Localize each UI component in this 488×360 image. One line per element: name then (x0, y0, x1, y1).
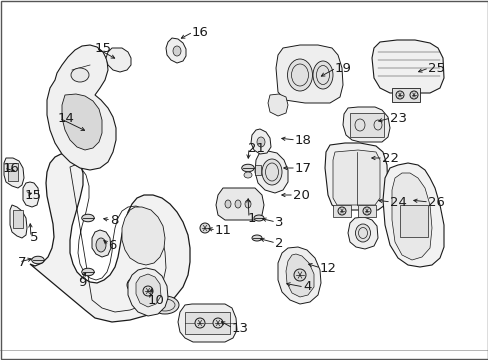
Ellipse shape (409, 91, 417, 99)
Text: 15: 15 (25, 189, 42, 202)
Ellipse shape (81, 214, 94, 222)
Ellipse shape (262, 159, 282, 185)
Text: 13: 13 (231, 321, 248, 334)
Polygon shape (285, 254, 313, 297)
Polygon shape (216, 188, 264, 220)
Text: 25: 25 (427, 62, 444, 75)
Polygon shape (122, 207, 164, 265)
Text: 10: 10 (148, 293, 164, 306)
Bar (357, 205, 375, 217)
Ellipse shape (127, 275, 159, 295)
Polygon shape (254, 151, 287, 193)
Ellipse shape (257, 137, 264, 147)
Text: 11: 11 (215, 224, 231, 237)
Text: 16: 16 (3, 162, 20, 175)
Ellipse shape (142, 286, 153, 296)
Ellipse shape (200, 223, 209, 233)
Ellipse shape (213, 318, 223, 328)
Text: 19: 19 (334, 62, 351, 75)
Text: 15: 15 (95, 41, 112, 54)
Ellipse shape (312, 61, 332, 89)
Ellipse shape (395, 91, 403, 99)
Ellipse shape (355, 224, 370, 242)
Ellipse shape (253, 215, 264, 221)
Text: 5: 5 (30, 230, 39, 243)
Polygon shape (382, 163, 443, 267)
Bar (399, 205, 427, 237)
Polygon shape (136, 274, 161, 307)
Polygon shape (267, 94, 287, 116)
Ellipse shape (235, 200, 241, 208)
Polygon shape (128, 268, 168, 316)
Bar (349, 113, 383, 137)
Bar (13, 210, 23, 228)
Text: 26: 26 (427, 195, 444, 208)
Polygon shape (47, 45, 116, 170)
Bar (184, 312, 229, 334)
Text: 18: 18 (294, 134, 311, 147)
Ellipse shape (195, 318, 204, 328)
Polygon shape (30, 154, 190, 322)
Ellipse shape (244, 200, 250, 208)
Text: 22: 22 (381, 152, 398, 165)
Polygon shape (332, 150, 379, 205)
Text: 20: 20 (292, 189, 309, 202)
Ellipse shape (362, 207, 370, 215)
Polygon shape (275, 45, 342, 103)
Text: 17: 17 (294, 162, 311, 175)
Text: 1: 1 (247, 212, 256, 225)
Text: 24: 24 (389, 195, 406, 208)
Polygon shape (178, 304, 237, 342)
Ellipse shape (32, 256, 44, 264)
Ellipse shape (244, 172, 251, 178)
Text: 6: 6 (108, 239, 116, 252)
Bar (391, 88, 419, 102)
Text: 9: 9 (78, 275, 86, 288)
Polygon shape (250, 129, 270, 154)
Ellipse shape (81, 268, 94, 276)
Polygon shape (23, 182, 39, 207)
Polygon shape (342, 107, 389, 142)
Polygon shape (391, 173, 431, 260)
Ellipse shape (71, 68, 89, 82)
Ellipse shape (173, 46, 181, 56)
Polygon shape (347, 217, 377, 249)
Text: 8: 8 (110, 213, 118, 226)
Polygon shape (278, 247, 320, 304)
Bar (332, 205, 350, 217)
Polygon shape (325, 143, 387, 210)
Polygon shape (62, 94, 102, 150)
Ellipse shape (241, 164, 254, 172)
Polygon shape (165, 38, 185, 63)
Text: 16: 16 (192, 26, 208, 39)
Polygon shape (371, 40, 443, 93)
Polygon shape (106, 48, 131, 72)
Text: 21: 21 (247, 141, 264, 154)
Text: 23: 23 (389, 112, 406, 125)
Text: 2: 2 (274, 237, 283, 249)
Ellipse shape (224, 200, 230, 208)
Polygon shape (92, 230, 111, 257)
Bar (8, 163, 18, 181)
Text: 12: 12 (319, 261, 336, 274)
Ellipse shape (151, 296, 179, 314)
Ellipse shape (96, 238, 106, 252)
Polygon shape (10, 205, 27, 238)
Polygon shape (4, 158, 24, 188)
Bar (254, 165, 261, 175)
Text: 7: 7 (18, 256, 26, 269)
Ellipse shape (293, 269, 305, 281)
Ellipse shape (287, 59, 312, 91)
Ellipse shape (251, 235, 262, 241)
Text: 14: 14 (58, 112, 75, 125)
Ellipse shape (337, 207, 346, 215)
Text: 3: 3 (274, 216, 283, 229)
Text: 4: 4 (303, 280, 311, 293)
